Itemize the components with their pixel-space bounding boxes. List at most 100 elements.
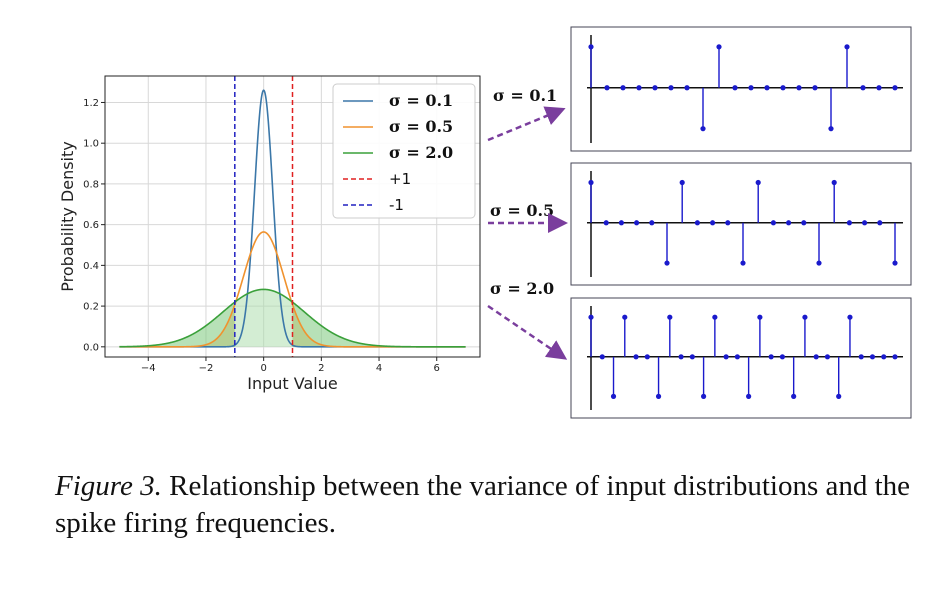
stem-panel-1	[570, 26, 912, 152]
x-tick-label: 2	[318, 363, 324, 374]
stem-marker	[604, 85, 610, 91]
stem-marker	[847, 314, 853, 320]
legend-label: σ = 0.1	[389, 91, 453, 110]
stem-marker	[610, 393, 617, 399]
stem-marker	[723, 354, 729, 360]
stem-marker	[876, 85, 882, 91]
x-tick-label: −2	[199, 363, 214, 374]
stem-marker	[684, 85, 690, 91]
stem-marker	[710, 220, 716, 226]
stem-marker	[791, 393, 797, 399]
x-tick-label: 6	[434, 363, 440, 374]
stem-panel-frame	[570, 26, 912, 152]
stem-marker	[588, 179, 594, 186]
stem-marker	[622, 314, 628, 320]
stem-marker	[732, 85, 738, 91]
y-tick-label: 1.2	[83, 98, 99, 109]
stem-marker	[816, 260, 822, 266]
legend-label: σ = 2.0	[389, 143, 453, 162]
density-plot: −4 −2 0 2 4 6 0.0 0.2 0.4 0.6 0.8 1.0 1.2 Input Value…	[58, 75, 481, 393]
connector-arrows: σ = 0.1 σ = 0.5 σ = 2.0	[487, 86, 568, 360]
y-tick-label: 0.2	[83, 302, 99, 313]
stem-marker	[877, 220, 883, 226]
stem-marker	[716, 44, 722, 50]
stem-marker	[636, 85, 642, 91]
stem-marker	[740, 260, 746, 266]
stem-panel-3	[570, 297, 912, 419]
legend: σ = 0.1 σ = 0.5 σ = 2.0 +1 -1	[332, 83, 476, 219]
stem-marker	[844, 44, 850, 50]
stem-marker	[679, 179, 685, 186]
stem-marker	[802, 314, 808, 320]
stem-panel-2	[570, 162, 912, 286]
stem-marker	[892, 354, 898, 360]
stem-marker	[667, 314, 673, 320]
stem-marker	[828, 126, 834, 132]
connector-arrow	[487, 106, 566, 142]
stem-marker	[746, 393, 752, 399]
x-tick-label: −4	[141, 363, 156, 374]
caption-figure-label: Figure 3.	[55, 470, 162, 502]
stem-marker	[734, 354, 740, 360]
stem-marker	[831, 179, 837, 186]
stem-marker	[764, 85, 770, 91]
caption-text: Relationship between the variance of inp…	[55, 470, 911, 539]
stem-marker	[620, 85, 626, 91]
sigma-label-1: σ = 0.1	[493, 86, 557, 105]
stem-marker	[881, 354, 887, 360]
stem-marker	[779, 354, 786, 360]
stem-marker	[633, 354, 639, 360]
stem-marker	[892, 85, 898, 91]
y-tick-label: 0.6	[83, 220, 99, 231]
stem-marker	[824, 354, 831, 360]
stem-marker	[618, 220, 625, 226]
stem-marker	[588, 314, 594, 320]
stem-marker	[652, 85, 658, 91]
y-tick-label: 0.4	[83, 261, 99, 272]
stem-marker	[801, 220, 807, 226]
stem-marker	[712, 314, 718, 320]
x-axis-label: Input Value	[247, 374, 337, 393]
stem-marker	[655, 393, 662, 399]
plot-frame	[104, 75, 481, 358]
tail-fill-left	[119, 302, 235, 347]
stem-marker	[846, 220, 853, 226]
stem-marker	[757, 314, 763, 320]
stem-marker	[678, 354, 684, 360]
y-tick-label: 0.0	[83, 342, 99, 353]
stem-marker	[689, 354, 695, 360]
stem-marker	[603, 220, 609, 226]
y-axis-label: Probability Density	[58, 141, 77, 292]
stem-marker	[892, 260, 898, 266]
stem-panel-frame	[570, 297, 912, 419]
stem-marker	[796, 85, 802, 91]
x-tick-label: 0	[260, 363, 266, 374]
stem-marker	[862, 220, 868, 226]
stem-marker	[770, 220, 777, 226]
figure-canvas: −4 −2 0 2 4 6 0.0 0.2 0.4 0.6 0.8 1.0 1.2 Input Value…	[58, 26, 912, 419]
stem-marker	[755, 179, 761, 186]
stem-marker	[634, 220, 640, 226]
fill-center-σ = 2.0	[234, 289, 293, 347]
stem-marker	[768, 354, 774, 360]
y-tick-label: 1.0	[83, 139, 99, 150]
stem-marker	[869, 354, 876, 360]
stem-marker	[836, 393, 842, 399]
figure-caption: Figure 3. Relationship between the varia…	[55, 468, 915, 542]
stem-marker	[668, 85, 674, 91]
stem-plots	[570, 26, 912, 419]
stem-marker	[599, 354, 605, 360]
connector-arrow	[487, 304, 568, 360]
stem-marker	[860, 85, 866, 91]
stem-marker	[858, 354, 864, 360]
stem-marker	[664, 260, 670, 266]
stem-marker	[694, 220, 701, 226]
legend-label: σ = 0.5	[389, 117, 453, 136]
stem-marker	[700, 126, 706, 132]
stem-marker	[649, 220, 655, 226]
stem-marker	[644, 354, 650, 360]
sigma-label-2: σ = 0.5	[490, 201, 554, 220]
stem-marker	[700, 393, 707, 399]
legend-label: +1	[389, 170, 411, 188]
legend-label: -1	[389, 196, 404, 214]
